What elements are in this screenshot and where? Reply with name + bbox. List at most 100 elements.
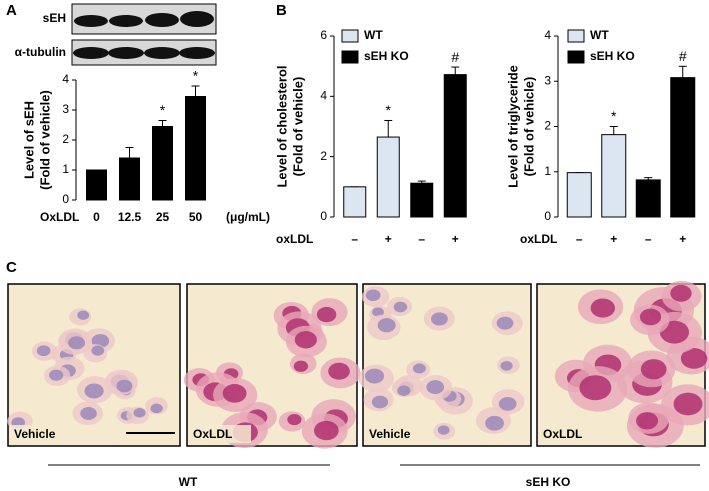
y-tick-label: 0 [320, 209, 327, 223]
legend-swatch [567, 29, 585, 43]
legend-label: WT [364, 28, 383, 42]
nucleus [293, 360, 309, 372]
micrograph-label: Vehicle [14, 427, 56, 441]
nucleus [673, 392, 703, 416]
label-bg [365, 425, 427, 443]
nucleus [590, 298, 616, 318]
y-axis-label: Level of cholesterol [274, 65, 289, 187]
significance-marker: * [160, 102, 166, 118]
y-axis-label: (Fold of vehicle) [521, 77, 536, 177]
nucleus [364, 368, 385, 384]
y-tick-label: 6 [320, 28, 327, 42]
micrograph-label: OxLDL [193, 427, 232, 441]
x-unit: (μg/mL) [226, 210, 270, 224]
bar [635, 179, 661, 218]
blot-label: α-tubulin [15, 45, 66, 59]
nucleus [393, 301, 408, 313]
y-tick-label: 2 [320, 149, 327, 163]
nucleus [680, 348, 708, 369]
y-tick-label: 4 [544, 28, 551, 42]
bar [410, 182, 434, 218]
x-tick-label: 25 [156, 210, 170, 224]
x-axis-label: oxLDL [276, 232, 313, 246]
y-tick-label: 3 [62, 102, 69, 116]
significance-marker: * [611, 108, 617, 124]
bar [670, 77, 696, 218]
blot-label: sEH [43, 11, 66, 25]
nucleus [426, 380, 445, 395]
nucleus [371, 395, 389, 409]
legend-swatch [341, 29, 359, 43]
nucleus [579, 375, 612, 401]
x-tick-label: 12.5 [118, 210, 142, 224]
nucleus [636, 412, 659, 430]
x-tick-label: + [679, 232, 686, 246]
nucleus [84, 383, 104, 399]
y-axis-label: Level of triglyceride [505, 65, 520, 188]
panel-label: C [6, 259, 17, 276]
micrograph-label: Vehicle [369, 427, 411, 441]
y-tick-label: 0 [62, 192, 69, 206]
nucleus [485, 415, 505, 431]
label-bg [10, 425, 72, 443]
nucleus [640, 359, 667, 380]
nucleus [372, 307, 384, 317]
y-tick-label: 0 [544, 209, 551, 223]
bar [86, 169, 107, 201]
significance-marker: * [193, 68, 199, 84]
nucleus [287, 413, 302, 426]
nucleus [36, 345, 51, 357]
micrograph: OxLDL [183, 283, 361, 449]
y-tick-label: 4 [62, 72, 69, 86]
panel-label: A [6, 2, 17, 19]
micrograph: OxLDL [536, 280, 709, 448]
nucleus [328, 362, 350, 380]
x-tick-label: 0 [93, 210, 100, 224]
micrograph: Vehicle [7, 283, 181, 447]
group-label: sEH KO [526, 475, 571, 489]
y-axis-label: (Fold of vehicle) [290, 77, 305, 177]
nucleus [314, 420, 339, 441]
y-tick-label: 2 [62, 132, 69, 146]
y-tick-label: 2 [544, 119, 551, 133]
x-axis-label: oxLDL [520, 232, 557, 246]
nucleus [222, 383, 247, 403]
x-axis-label: OxLDL [40, 210, 79, 224]
bar [601, 134, 627, 218]
y-axis-label: Level of sEH [21, 101, 36, 179]
y-tick-label: 1 [62, 162, 69, 176]
x-tick-label: – [418, 232, 425, 246]
x-tick-label: + [385, 232, 392, 246]
legend-swatch [341, 50, 359, 64]
legend-swatch [567, 50, 585, 64]
bar [343, 186, 367, 218]
significance-marker: # [679, 48, 687, 64]
x-tick-label: – [645, 232, 652, 246]
nucleus [316, 306, 337, 323]
legend-label: sEH KO [590, 49, 635, 63]
significance-marker: # [451, 49, 459, 65]
nucleus [49, 369, 64, 381]
nucleus [80, 406, 97, 420]
y-tick-label: 3 [544, 73, 551, 87]
blot-bands [73, 11, 215, 59]
panel-label: B [276, 2, 287, 19]
bar [152, 126, 173, 201]
bar [376, 136, 400, 218]
significance-marker: * [386, 102, 392, 118]
x-tick-label: 50 [189, 210, 203, 224]
bar [119, 157, 140, 201]
nucleus [431, 312, 448, 326]
group-label: WT [179, 475, 198, 489]
nucleus [397, 385, 411, 396]
micrograph-label: OxLDL [543, 427, 582, 441]
y-axis-label: (Fold of vehicle) [37, 90, 52, 190]
nucleus [498, 396, 517, 411]
nucleus [77, 310, 90, 320]
y-tick-label: 1 [544, 164, 551, 178]
x-tick-label: – [576, 232, 583, 246]
bar [185, 96, 206, 201]
nucleus [68, 336, 86, 350]
nucleus [377, 318, 396, 333]
